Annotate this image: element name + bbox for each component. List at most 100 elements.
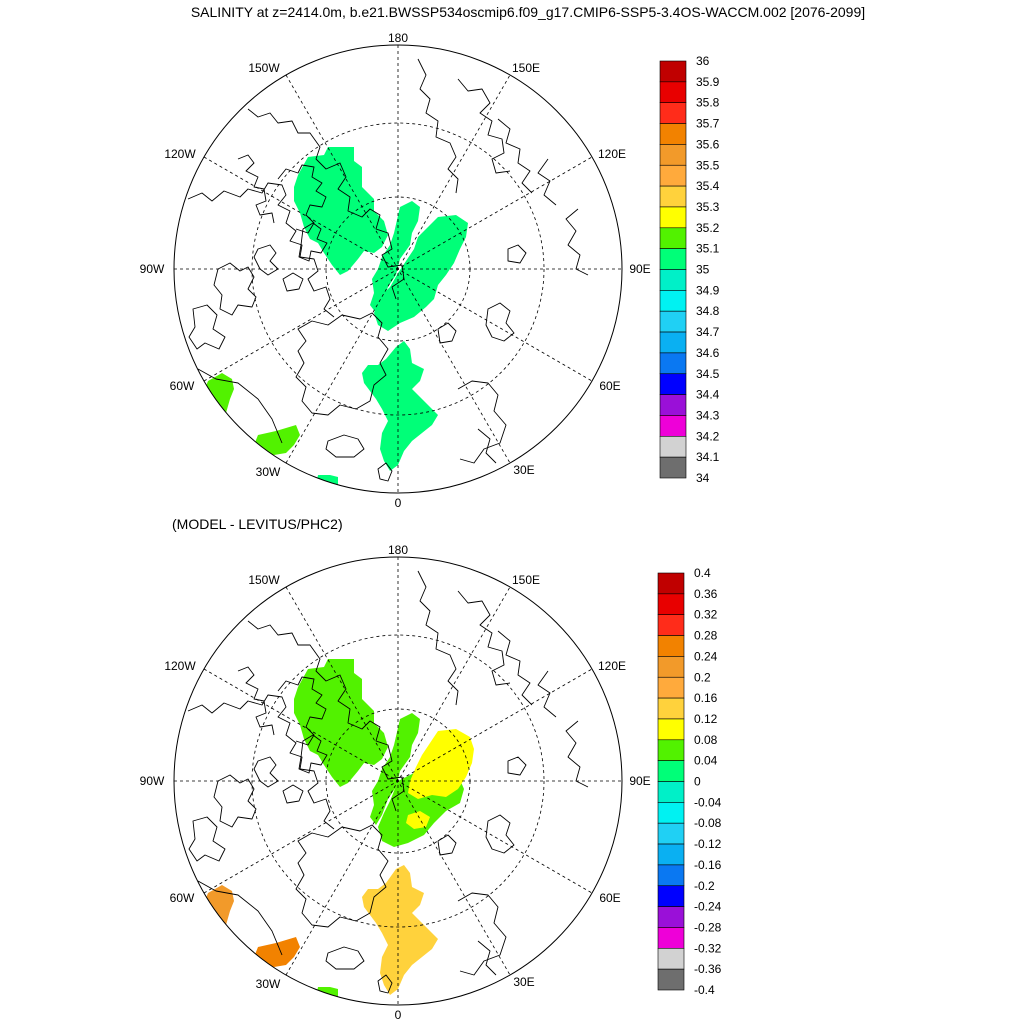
colorbar-tick-label: 0.32 [694, 608, 718, 622]
colorbar-tick-label: -0.2 [694, 879, 715, 893]
colorbar-swatch [659, 269, 687, 291]
bottom-lon-30w: 30W [256, 977, 281, 991]
bottom-lon-60e: 60E [599, 891, 620, 905]
colorbar-swatch [659, 144, 687, 166]
colorbar-tick-label: 0.28 [694, 629, 718, 643]
bottom-region-eurasian-spot [406, 811, 430, 829]
colorbar-swatch [657, 614, 685, 636]
colorbar-swatch [659, 310, 687, 333]
colorbar-swatch [659, 164, 687, 187]
colorbar-tick-label: 0.08 [694, 733, 718, 747]
colorbar-tick-label: 34.2 [696, 429, 720, 443]
colorbar-tick-label: 35.9 [696, 75, 720, 89]
colorbar-tick-label: -0.12 [694, 837, 722, 851]
colorbar-tick-label: 36 [696, 54, 710, 68]
colorbar-tick-label: -0.36 [694, 962, 722, 976]
colorbar-tick-label: 35.2 [696, 221, 720, 235]
colorbar-swatch [657, 885, 685, 907]
colorbar-swatch [657, 843, 685, 866]
colorbar-swatch [657, 781, 685, 803]
colorbar-swatch [657, 947, 685, 970]
colorbar-swatch [657, 906, 685, 928]
colorbar-swatch [659, 331, 687, 354]
colorbar-tick-label: 0.36 [694, 587, 718, 601]
colorbar-tick-label: 34.6 [696, 346, 720, 360]
top-lon-0: 0 [395, 496, 402, 510]
bottom-lon-30e: 30E [513, 975, 534, 989]
colorbar-tick-label: 34.8 [696, 304, 720, 318]
colorbar-tick-label: 35.6 [696, 137, 720, 151]
colorbar-swatch [657, 676, 685, 699]
colorbar-tick-label: 34.5 [696, 367, 720, 381]
colorbar-tick-label: 0.2 [694, 670, 711, 684]
colorbar-swatch [657, 968, 685, 991]
colorbar-tick-label: 34.9 [696, 283, 720, 297]
colorbar-swatch [657, 572, 685, 595]
colorbar-tick-label: 0.16 [694, 691, 718, 705]
colorbar-swatch [657, 760, 685, 782]
colorbar-tick-label: 0.24 [694, 649, 718, 663]
colorbar-tick-label: -0.16 [694, 858, 722, 872]
colorbar-tick-label: 35.3 [696, 200, 720, 214]
colorbar-swatch [659, 373, 687, 395]
top-colorbar: 36 35.9 35.8 35.7 35.6 35.5 35.4 35.3 35.2 35.1 35… [659, 54, 720, 485]
colorbar-swatch [657, 739, 685, 761]
colorbar-swatch [659, 227, 687, 249]
top-lon-30e: 30E [513, 463, 534, 477]
colorbar-tick-label: -0.4 [694, 983, 715, 997]
colorbar-tick-label: 34.1 [696, 450, 720, 464]
top-map [173, 44, 623, 494]
colorbar-tick-label: 34 [696, 471, 710, 485]
colorbar-swatch [659, 248, 687, 270]
top-region-lomonosov [370, 201, 420, 313]
colorbar-tick-label: 34.3 [696, 408, 720, 422]
top-lon-90w: 90W [140, 262, 165, 276]
top-lon-120e: 120E [598, 147, 626, 161]
colorbar-swatch [659, 102, 687, 124]
colorbar-swatch [657, 802, 685, 824]
colorbar-swatch [659, 81, 687, 103]
colorbar-swatch [659, 206, 687, 229]
colorbar-swatch [657, 656, 685, 678]
top-lon-120w: 120W [164, 147, 196, 161]
colorbar-swatch [659, 394, 687, 416]
bottom-lon-labels: 180 150E 120E 90E 60E 30E 0 30W 60W 90W … [140, 543, 651, 1022]
colorbar-tick-label: -0.08 [694, 816, 722, 830]
colorbar-swatch [659, 415, 687, 437]
colorbar-tick-label: 35.5 [696, 158, 720, 172]
bottom-lon-120e: 120E [598, 659, 626, 673]
top-lon-30w: 30W [256, 465, 281, 479]
bottom-map [173, 556, 623, 1006]
colorbar-swatch [657, 718, 685, 741]
colorbar-tick-label: 35 [696, 263, 710, 277]
colorbar-tick-label: 35.4 [696, 179, 720, 193]
colorbar-tick-label: 0.04 [694, 754, 718, 768]
colorbar-swatch [659, 456, 687, 479]
top-region-eurasian-basin [374, 215, 468, 331]
colorbar-swatch [659, 60, 687, 83]
colorbar-tick-label: 34.4 [696, 388, 720, 402]
colorbar-swatch [657, 864, 685, 887]
colorbar-swatch [659, 123, 687, 145]
colorbar-swatch [657, 697, 685, 720]
bottom-lon-180: 180 [388, 543, 408, 557]
colorbar-swatch [659, 185, 687, 208]
top-lon-150w: 150W [248, 61, 280, 75]
bottom-lon-150w: 150W [248, 573, 280, 587]
colorbar-swatch [657, 822, 685, 845]
bottom-region-greenland-sea [362, 865, 438, 995]
colorbar-tick-label: 35.7 [696, 117, 720, 131]
bottom-lon-120w: 120W [164, 659, 196, 673]
colorbar-tick-label: 35.8 [696, 96, 720, 110]
bottom-lon-90e: 90E [629, 774, 650, 788]
difference-title: (MODEL - LEVITUS/PHC2) [172, 516, 343, 532]
bottom-region-lomonosov [370, 713, 420, 825]
colorbar-tick-label: 35.1 [696, 242, 720, 256]
top-lon-labels: 180 150E 120E 90E 60E 30E 0 30W 60W 90W … [140, 31, 651, 510]
colorbar-tick-label: 0.4 [694, 566, 711, 580]
colorbar-tick-label: -0.24 [694, 900, 722, 914]
colorbar-swatch [657, 927, 685, 949]
bottom-lon-0: 0 [395, 1008, 402, 1022]
top-region-canada-basin [294, 147, 388, 275]
